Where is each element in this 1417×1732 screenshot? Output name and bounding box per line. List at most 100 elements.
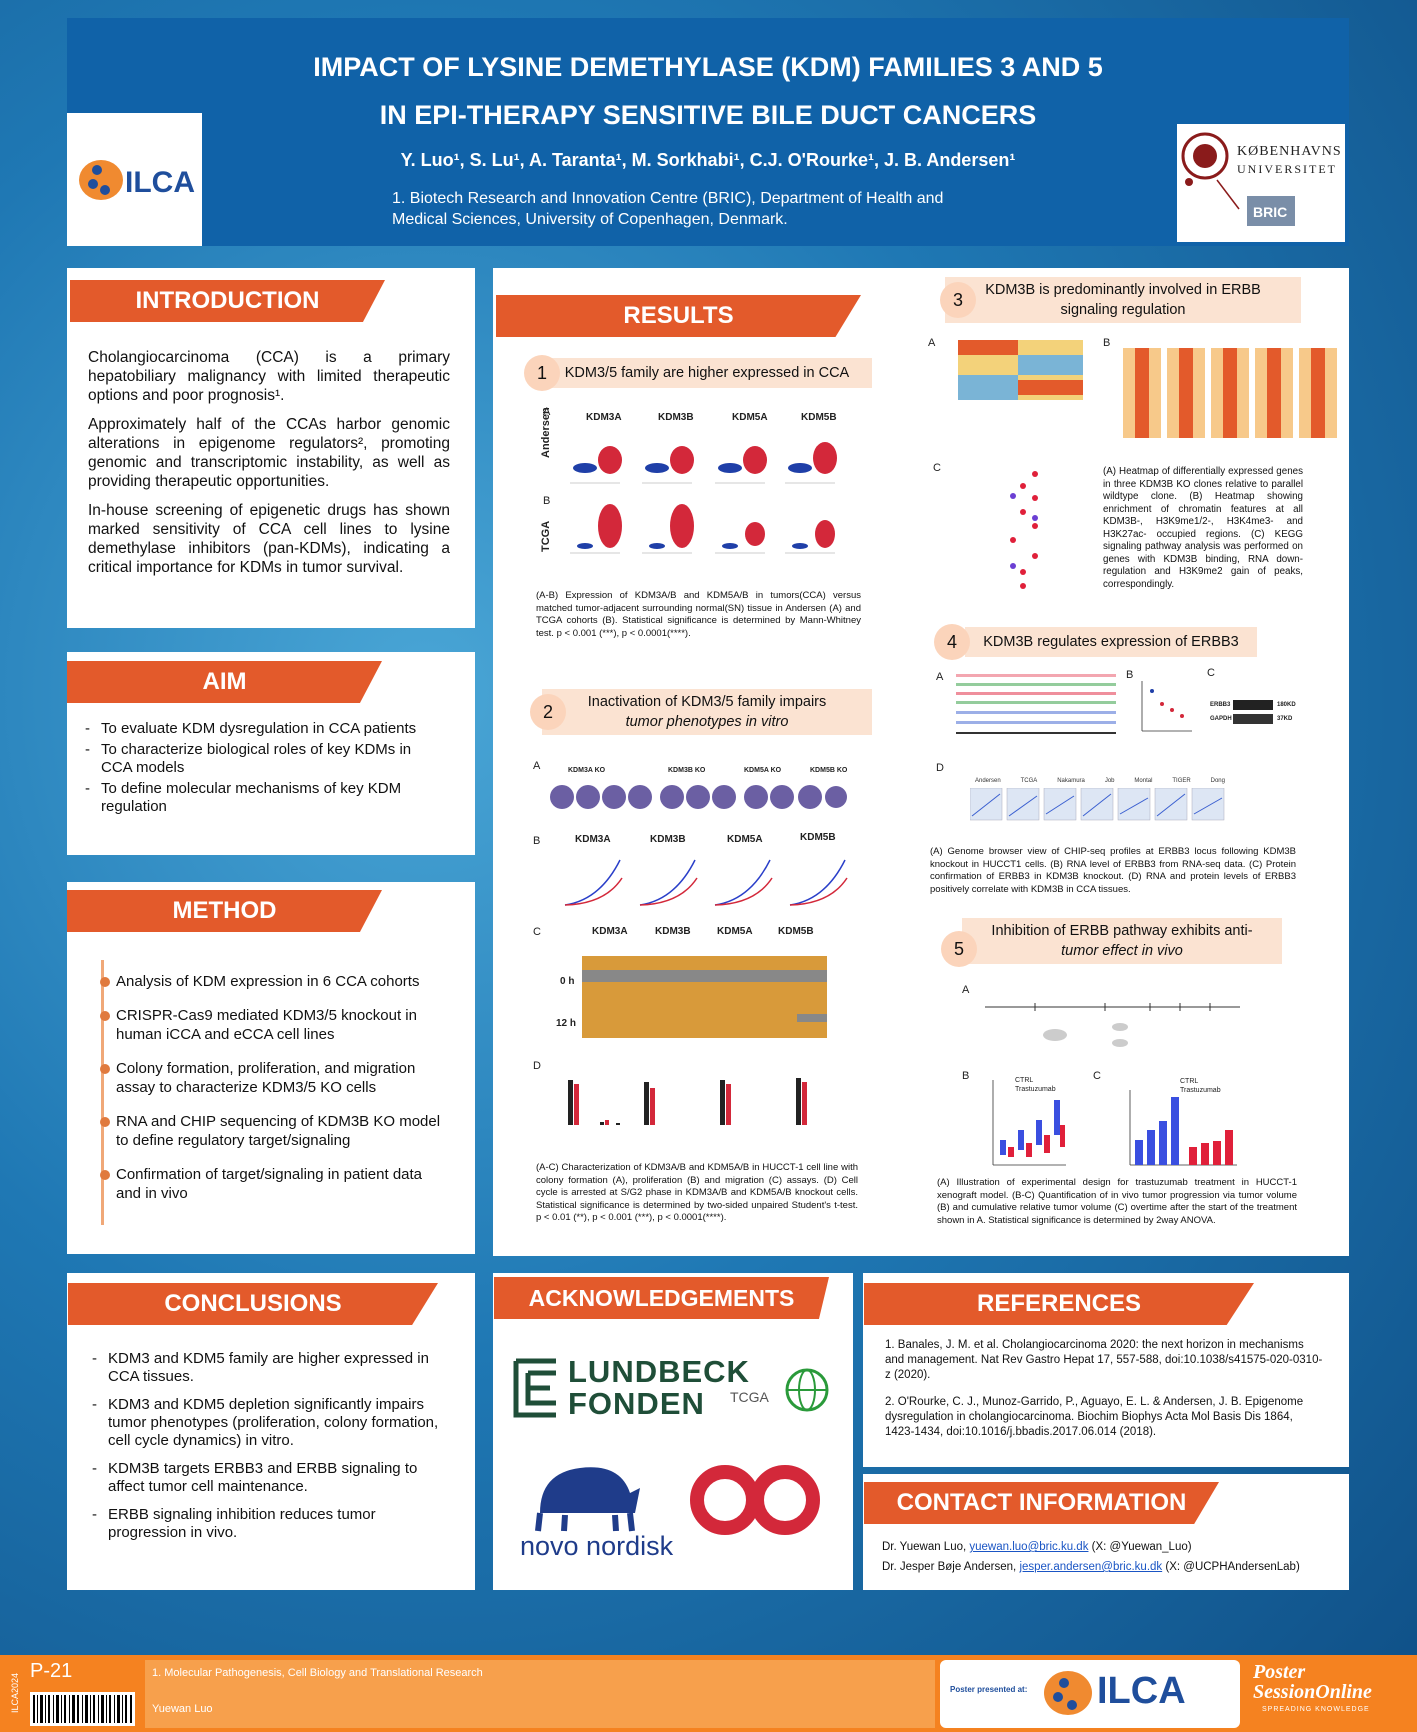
method-item: RNA and CHIP sequencing of KDM3B KO mode… <box>100 1112 446 1150</box>
svg-text:ILCA: ILCA <box>125 166 195 199</box>
result2-migration-gene: KDM3A <box>592 926 628 937</box>
result4-western-blot <box>1233 700 1273 726</box>
result2-colony-wells <box>550 785 847 809</box>
affiliation: 1. Biotech Research and Innovation Centr… <box>392 188 1032 230</box>
introduction-panel <box>67 268 475 628</box>
result3-title: KDM3B is predominantly involved in ERBB … <box>945 277 1301 323</box>
result2-gene-label: KDM3A <box>575 834 611 845</box>
conclusion-item: KDM3 and KDM5 depletion significantly im… <box>90 1396 450 1450</box>
ku-name-line1: KØBENHAVNS <box>1237 144 1342 159</box>
result5-relative-volume-chart <box>1129 1090 1237 1166</box>
tcga-logo: TCGA <box>730 1389 769 1405</box>
result5-number: 5 <box>941 931 977 967</box>
method-item: Colony formation, proliferation, and mig… <box>100 1059 446 1097</box>
result4-panel-b: B <box>1126 669 1134 681</box>
lundbeck-logo-icon <box>513 1358 556 1418</box>
email-link[interactable]: jesper.andersen@bric.ku.dk <box>1019 1561 1163 1573</box>
introduction-heading: INTRODUCTION <box>70 280 385 322</box>
result3-panel-a: A <box>928 337 936 349</box>
references-heading: REFERENCES <box>864 1283 1254 1325</box>
result2-ko-label: KDM5A KO <box>744 767 782 774</box>
migration-gap <box>582 970 827 982</box>
contact-line-2: Dr. Jesper Bøje Andersen, jesper.anderse… <box>882 1561 1300 1573</box>
result1-panel-b: B <box>543 495 551 507</box>
result2-cell-cycle-bars <box>568 1078 807 1125</box>
tcga-globe-icon <box>785 1368 829 1412</box>
result5-legend-trastuzumab: Trastuzumab <box>1015 1086 1056 1093</box>
footer-category: 1. Molecular Pathogenesis, Cell Biology … <box>152 1667 483 1679</box>
result4-genome-browser <box>956 674 1116 734</box>
footer-pso-line1: Poster <box>1253 1661 1306 1683</box>
result4-correlation-plots <box>970 788 1225 821</box>
result2-migration-images <box>582 956 827 1038</box>
result3-kegg-dotplot <box>1010 471 1038 589</box>
poster-title-line2: IN EPI-THERAPY SENSITIVE BILE DUCT CANCE… <box>379 100 1037 130</box>
result5-legend-ctrl: CTRL <box>1015 1077 1034 1084</box>
result4-blot-size: 180KD <box>1277 702 1296 708</box>
result4-title: KDM3B regulates expression of ERBB3 <box>965 627 1257 657</box>
lundbeck-name: LUNDBECK FONDEN <box>568 1354 750 1421</box>
result3-chromatin-heatmap <box>1123 348 1337 438</box>
intro-paragraph-2: Approximately half of the CCAs harbor ge… <box>88 416 450 490</box>
result4-panel-c: C <box>1207 667 1215 679</box>
contact-line-1: Dr. Yuewan Luo, yuewan.luo@bric.ku.dk (X… <box>882 1541 1192 1553</box>
method-panel <box>67 882 475 1254</box>
result2-migration-gene: KDM5B <box>778 926 814 937</box>
novo-nordisk-name: novo nordisk <box>520 1531 674 1561</box>
acknowledgements-heading: ACKNOWLEDGEMENTS <box>494 1277 829 1319</box>
ku-logo: KØBENHAVNS UNIVERSITET BRIC <box>1177 124 1345 242</box>
result5-title: Inhibition of ERBB pathway exhibits anti… <box>962 918 1282 964</box>
ilca-logo: ILCA <box>67 113 202 246</box>
infinity-logo-icon <box>690 1465 820 1535</box>
result4-blot-size: 37KD <box>1277 716 1293 722</box>
method-item: Analysis of KDM expression in 6 CCA coho… <box>100 972 446 991</box>
result2-panel-d: D <box>533 1060 541 1072</box>
method-bullet-icon <box>100 1117 110 1127</box>
references-list: 1. Banales, J. M. et al. Cholangiocarcin… <box>885 1338 1325 1452</box>
result2-caption: (A-C) Characterization of KDM3A/B and KD… <box>536 1162 858 1223</box>
footer-presenter: Yuewan Luo <box>152 1703 213 1715</box>
result5-legend-ctrl-c: CTRL <box>1180 1078 1199 1085</box>
result5-caption: (A) Illustration of experimental design … <box>937 1177 1297 1226</box>
result1-gene-label: KDM3B <box>658 412 694 423</box>
intro-paragraph-1: Cholangiocarcinoma (CCA) is a primary he… <box>88 349 450 404</box>
result5-tumor-volume-chart <box>992 1080 1066 1166</box>
result2-time-label: 12 h <box>556 1018 577 1029</box>
footer-pso-tag: SPREADING KNOWLEDGE <box>1262 1706 1370 1713</box>
blot-band <box>1233 714 1273 724</box>
result4-panel-d: D <box>936 762 944 774</box>
conclusion-item: KDM3B targets ERBB3 and ERBB signaling t… <box>90 1460 450 1496</box>
result4-blot-label: ERBB3 <box>1210 702 1231 708</box>
result4-number: 4 <box>934 624 970 660</box>
result3-heatmap-a <box>958 340 1083 400</box>
reference-item: 1. Banales, J. M. et al. Cholangiocarcin… <box>885 1339 1323 1381</box>
email-link[interactable]: yuewan.luo@bric.ku.dk <box>969 1541 1089 1553</box>
result2-ko-label: KDM3A KO <box>568 767 606 774</box>
aim-item: To characterize biological roles of key … <box>83 741 443 777</box>
method-timeline <box>101 960 104 1225</box>
footer-presented-at: Poster presented at: <box>950 1685 1028 1694</box>
result4-blot-label: GAPDH <box>1210 716 1232 722</box>
footer-ilca-logo-icon <box>1044 1671 1092 1715</box>
bric-logo-text: BRIC <box>1253 204 1288 220</box>
poster-title-line1: IMPACT OF LYSINE DEMETHYLASE (KDM) FAMIL… <box>313 52 1103 82</box>
blot-band <box>1233 700 1273 710</box>
result1-row-tcga: TCGA <box>540 520 552 552</box>
result1-gene-label: KDM3A <box>586 412 622 423</box>
result5-study-design <box>985 1003 1240 1047</box>
method-list: Analysis of KDM expression in 6 CCA coho… <box>100 972 446 1218</box>
result5-panel-c: C <box>1093 1070 1101 1082</box>
result4-panel-a: A <box>936 671 944 683</box>
ku-seal-icon <box>1181 132 1295 226</box>
result1-row-andersen: Andersen <box>540 407 552 458</box>
reference-item: 2. O'Rourke, C. J., Munoz-Garrido, P., A… <box>885 1396 1304 1438</box>
result2-ko-label: KDM5B KO <box>810 767 848 774</box>
method-bullet-icon <box>100 1064 110 1074</box>
conclusion-item: ERBB signaling inhibition reduces tumor … <box>90 1506 450 1542</box>
poster-header: ILCA IMPACT OF LYSINE DEMETHYLASE (KDM) … <box>67 18 1349 246</box>
footer-category-box <box>145 1660 935 1728</box>
result4-caption: (A) Genome browser view of CHIP-seq prof… <box>930 846 1296 895</box>
method-item: Confirmation of target/signaling in pati… <box>100 1165 446 1203</box>
authors: Y. Luo¹, S. Lu¹, A. Taranta¹, M. Sorkhab… <box>400 150 1016 170</box>
result1-dotplots <box>570 442 837 554</box>
